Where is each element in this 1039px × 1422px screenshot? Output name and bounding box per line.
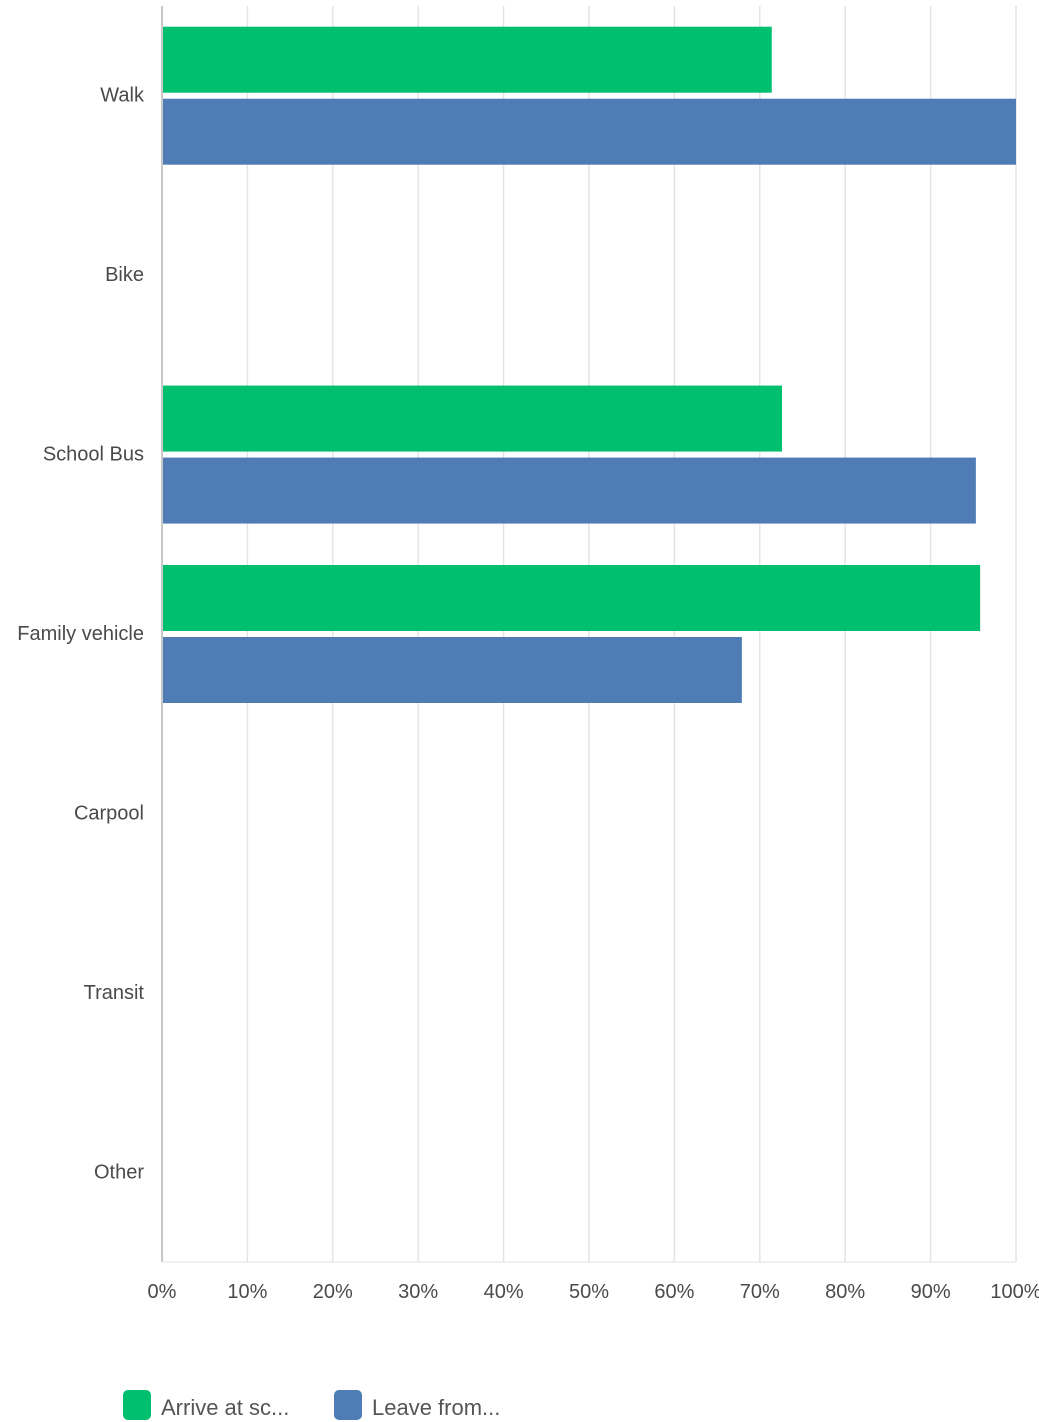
labels: 0% 10% 20% 30% 40% 50% 60% 70% 80% 90% 100% Walk Bik… (17, 85, 1039, 1303)
category-label: School Bus (43, 444, 144, 466)
bar-leave-walk[interactable] (162, 98, 1016, 165)
bar-arrive-school-bus[interactable] (162, 385, 783, 452)
category-label: Bike (105, 264, 144, 286)
category-label: Transit (84, 982, 145, 1004)
legend-swatch[interactable] (334, 1390, 362, 1420)
grid-lines (246, 6, 1017, 1262)
bar-arrive-family-vehicle[interactable] (162, 565, 981, 631)
legend: Arrive at sc... Leave from... (123, 1390, 500, 1420)
category-label: Family vehicle (17, 623, 144, 645)
legend-label[interactable]: Leave from... (372, 1395, 500, 1420)
x-tick-label: 90% (911, 1281, 951, 1303)
bars (162, 26, 1016, 703)
legend-swatch[interactable] (123, 1390, 151, 1420)
axes (161, 6, 1016, 1263)
bar-leave-school-bus[interactable] (162, 457, 976, 524)
category-label: Other (94, 1161, 144, 1183)
x-tick-label: 0% (148, 1281, 177, 1303)
x-tick-label: 100% (990, 1281, 1039, 1303)
x-tick-label: 80% (825, 1281, 865, 1303)
category-label: Walk (100, 85, 145, 107)
x-tick-label: 70% (740, 1281, 780, 1303)
legend-label[interactable]: Arrive at sc... (161, 1395, 289, 1420)
category-label: Carpool (74, 802, 144, 824)
x-tick-label: 40% (484, 1281, 524, 1303)
x-tick-label: 60% (654, 1281, 694, 1303)
x-tick-label: 10% (227, 1281, 267, 1303)
bar-arrive-walk[interactable] (162, 26, 772, 93)
x-tick-label: 50% (569, 1281, 609, 1303)
x-tick-label: 30% (398, 1281, 438, 1303)
bar-leave-family-vehicle[interactable] (162, 637, 742, 703)
x-tick-label: 20% (313, 1281, 353, 1303)
